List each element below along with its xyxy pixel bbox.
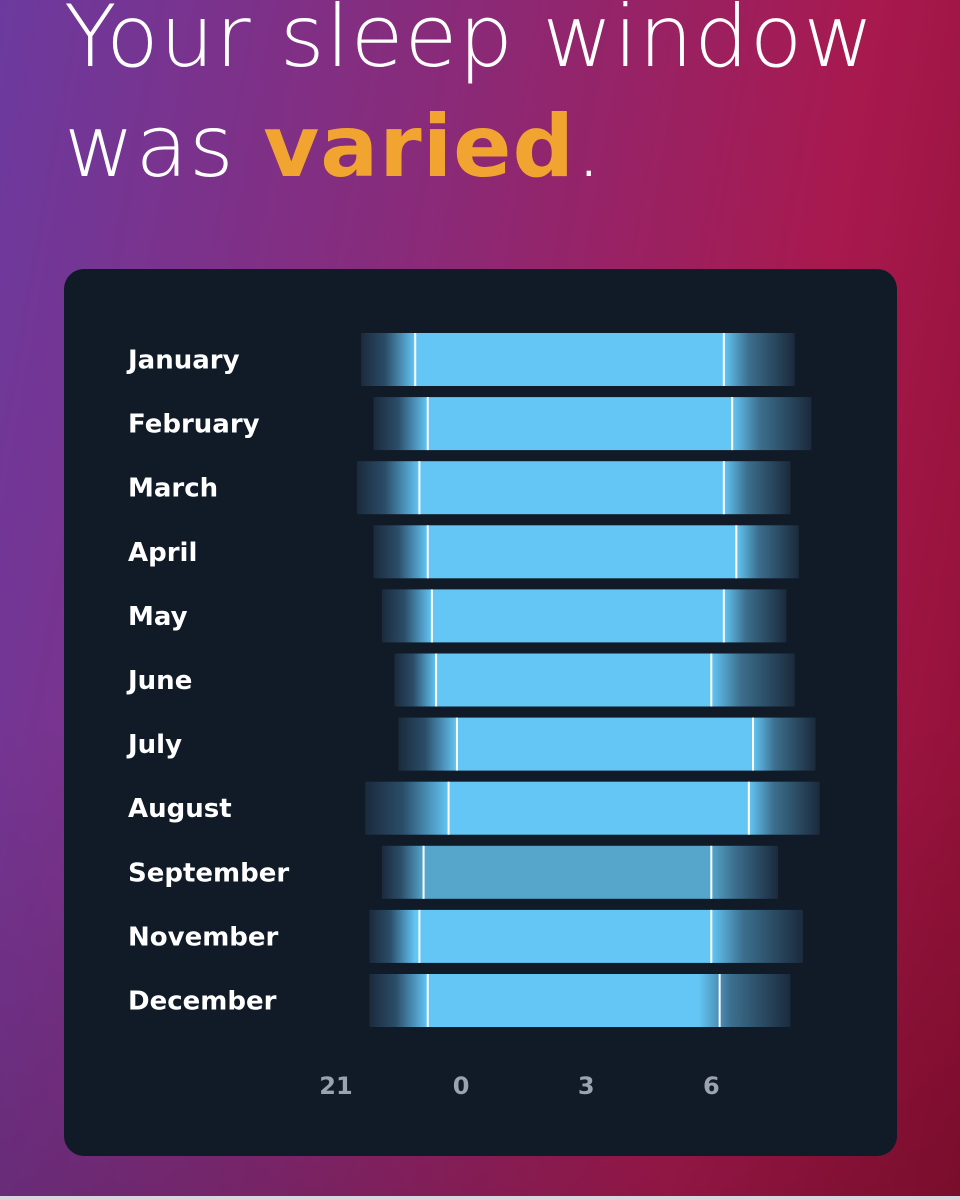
sleep-row: June (126, 653, 795, 707)
sleep-window-bar (356, 461, 791, 515)
month-label: May (128, 602, 188, 632)
headline-line2-prefix: was (64, 97, 264, 197)
sleep-window-bar (373, 397, 812, 451)
sleep-window-bar (369, 974, 791, 1027)
month-label: February (128, 410, 260, 440)
sleep-row: February (128, 397, 812, 451)
month-label: March (128, 474, 218, 504)
sleep-window-bar (369, 909, 804, 963)
month-label: July (126, 730, 182, 760)
headline-line1: Your sleep window (64, 0, 875, 87)
month-label: June (126, 666, 192, 696)
sleep-row: March (128, 461, 791, 515)
bottom-edge (0, 1196, 960, 1200)
sleep-window-card: January February March April May June July Augu… (64, 269, 897, 1156)
month-label: August (128, 794, 232, 824)
sleep-window-bar (381, 845, 779, 899)
sleep-row: August (128, 781, 820, 835)
x-tick-label: 3 (578, 1072, 595, 1100)
month-label: April (128, 538, 197, 568)
sleep-row: November (128, 909, 804, 963)
month-label: January (126, 346, 240, 376)
sleep-window-chart: January February March April May June July Augu… (126, 333, 820, 1100)
month-label: September (128, 858, 289, 888)
headline-line2-suffix: . (575, 97, 604, 197)
sleep-window-bar (361, 333, 795, 386)
x-tick-label: 0 (453, 1072, 470, 1100)
month-label: December (128, 987, 277, 1017)
sleep-window-bar (398, 717, 816, 771)
sleep-window-bar (394, 653, 795, 707)
sleep-window-bar (381, 589, 787, 643)
x-tick-label: 21 (319, 1072, 352, 1100)
sleep-row: May (128, 589, 787, 643)
sleep-row: December (128, 974, 791, 1027)
sleep-row: September (128, 845, 779, 899)
headline-accent-word: varied (263, 97, 576, 197)
month-label: November (128, 922, 279, 952)
headline: Your sleep window was varied. (64, 0, 875, 202)
sleep-window-bar (365, 781, 820, 835)
sleep-window-bar (373, 525, 799, 579)
sleep-row: January (126, 333, 795, 386)
sleep-row: July (126, 717, 816, 771)
sleep-row: April (128, 525, 799, 579)
x-tick-label: 6 (703, 1072, 720, 1100)
